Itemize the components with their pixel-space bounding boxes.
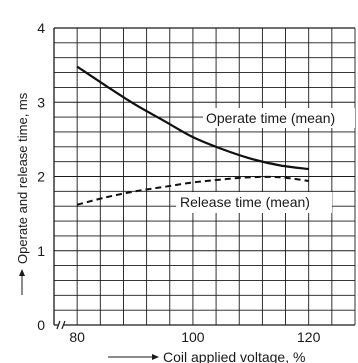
x-axis-title: Coil applied voltage, % [163,349,305,363]
x-tick-label: 120 [297,329,321,345]
y-axis-title: Operate and release time, ms [15,92,30,264]
axis-break-mark [61,320,66,330]
series-label-release: Release time (mean) [180,194,310,210]
y-axis-title-arrowhead [19,269,25,276]
axis-break-mark [56,320,61,330]
y-tick-label: 0 [37,317,45,333]
y-tick-label: 4 [37,20,45,36]
label-layer: Operate time (mean) Release time (mean) [176,108,355,213]
series-label-operate: Operate time (mean) [206,110,335,126]
axis-break-gap [57,322,64,328]
y-tick-label: 3 [37,94,45,110]
y-tick-label: 2 [37,169,45,185]
operate-label-background [203,108,355,128]
x-axis-title-group: Coil applied voltage, % [108,349,305,363]
grid [54,27,356,325]
x-axis-title-arrowhead [152,354,159,360]
series-layer [76,65,309,206]
release-label-background [176,192,332,213]
y-tick-label: 1 [37,243,45,259]
x-tick-label: 80 [69,329,85,345]
x-tick-label: 100 [181,329,205,345]
axes: 0 1 2 3 4 80 100 120 [37,20,355,345]
y-axis-title-group: Operate and release time, ms [15,92,30,295]
series-line-operate [76,65,309,171]
